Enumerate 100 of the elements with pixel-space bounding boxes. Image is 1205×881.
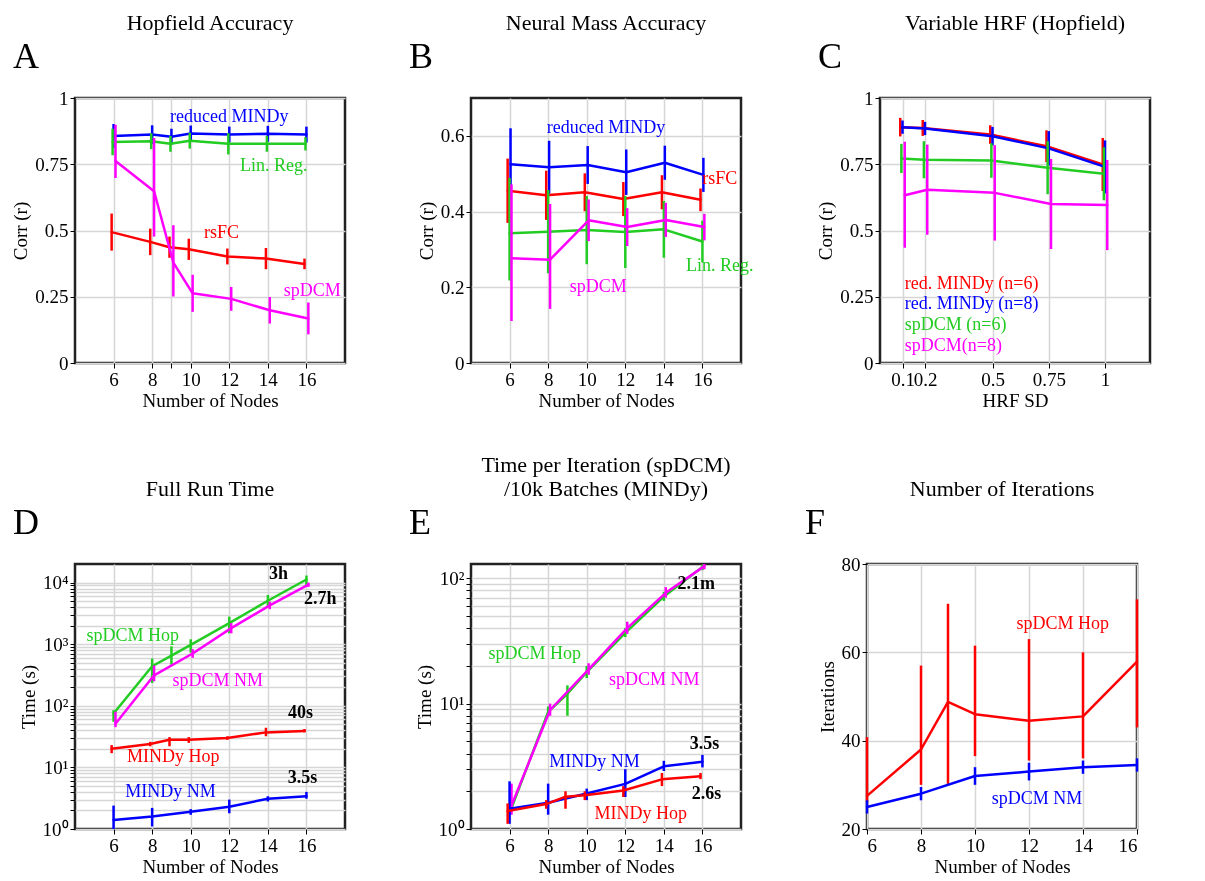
y-axis-title: Iterations xyxy=(816,661,838,733)
annotation: 2.6s xyxy=(691,783,722,804)
y-tick-label: 80 xyxy=(841,553,861,575)
x-tick-label: 8 xyxy=(147,834,158,856)
x-tick-label: 14 xyxy=(654,368,675,390)
x-tick-label: 10 xyxy=(577,368,597,390)
text: red. MINDy (n=8) xyxy=(904,293,1039,315)
y-tick-label: 0 xyxy=(59,352,69,374)
y-tick-label: 10³ xyxy=(43,633,69,655)
text: A xyxy=(13,36,39,76)
x-tick-label: 1 xyxy=(1100,368,1111,390)
y-tick-label: 0 xyxy=(455,352,465,374)
y-tick-label: 0.25 xyxy=(35,286,69,308)
y-tick-label: 10² xyxy=(439,567,465,589)
series-label: spDCM NM xyxy=(991,788,1083,809)
x-tick-label: 6 xyxy=(109,834,119,856)
x-tick-label: 14 xyxy=(654,834,675,856)
x-axis-title: Number of Nodes xyxy=(934,855,1071,877)
series-label: MINDy NM xyxy=(125,780,216,801)
x-tick-label: 12 xyxy=(1020,834,1039,856)
x-tick-label: 16 xyxy=(297,834,317,856)
x-axis-title: Number of Nodes xyxy=(142,855,279,877)
series-label: reduced MINDy xyxy=(546,117,666,138)
text: spDCM(n=8) xyxy=(904,334,1002,356)
series-label: MINDy Hop xyxy=(127,746,220,767)
y-axis-title: Corr (r) xyxy=(415,201,438,261)
annotation: 3.5s xyxy=(689,732,720,753)
x-tick-label: 8 xyxy=(916,834,927,856)
x-tick-label: 6 xyxy=(867,834,877,856)
y-tick-label: 10¹ xyxy=(43,756,69,778)
y-tick-label: 0.5 xyxy=(44,220,69,241)
y-axis-title: Time (s) xyxy=(17,664,40,730)
x-tick-label: 0.5 xyxy=(981,368,1005,390)
annotation: 2.1m xyxy=(677,573,716,594)
x-tick-label: 16 xyxy=(693,368,713,390)
y-tick-label: 10¹ xyxy=(439,693,465,715)
y-tick-label: 10² xyxy=(43,695,69,717)
text: B xyxy=(409,36,434,76)
y-tick-label: 20 xyxy=(841,818,861,840)
text: F xyxy=(805,502,826,542)
y-axis-title: Time (s) xyxy=(413,664,436,730)
series-label: spDCM NM xyxy=(172,670,263,691)
x-axis-title: Number of Nodes xyxy=(538,855,675,877)
y-tick-label: 10⁰ xyxy=(438,818,465,840)
y-tick-label: 0.6 xyxy=(440,125,465,147)
x-tick-label: 6 xyxy=(505,368,515,390)
y-axis-title: Corr (r) xyxy=(815,201,838,261)
x-axis-title: HRF SD xyxy=(982,389,1049,411)
x-tick-label: 16 xyxy=(297,368,317,390)
y-tick-label: 40 xyxy=(841,730,861,752)
x-tick-label: 10 xyxy=(181,834,201,856)
x-tick-label: 12 xyxy=(616,368,636,390)
annotation: 3h xyxy=(268,562,288,583)
series-label: spDCM NM xyxy=(608,668,700,689)
y-tick-label: 0.5 xyxy=(849,220,874,241)
series-label: spDCM xyxy=(283,280,341,301)
y-tick-label: 0.4 xyxy=(440,201,465,223)
x-tick-label: 10 xyxy=(181,368,201,390)
y-axis-title: Corr (r) xyxy=(10,201,33,261)
y-tick-label: 0.2 xyxy=(440,276,465,298)
annotation: 2.7h xyxy=(304,587,337,608)
series-label: spDCM xyxy=(569,276,627,297)
y-tick-label: 0 xyxy=(864,352,874,374)
x-tick-label: 10 xyxy=(966,834,985,856)
x-tick-label: 12 xyxy=(220,368,240,390)
y-tick-label: 1 xyxy=(59,87,69,109)
x-tick-label: 6 xyxy=(505,834,515,856)
annotation: 3.5s xyxy=(287,767,318,788)
x-axis-title: Number of Nodes xyxy=(538,389,675,411)
x-tick-label: 8 xyxy=(543,368,554,390)
x-tick-label: 12 xyxy=(220,834,240,856)
x-tick-label: 0.1 xyxy=(891,368,915,390)
y-tick-label: 1 xyxy=(864,87,874,109)
annotation: 40s xyxy=(287,701,314,722)
y-tick-label: 0.25 xyxy=(840,286,874,308)
y-tick-label: 0.75 xyxy=(840,153,874,175)
text: C xyxy=(818,36,843,76)
x-tick-label: 12 xyxy=(616,834,636,856)
text: red. MINDy (n=6) xyxy=(904,272,1039,294)
x-tick-label: 16 xyxy=(1118,834,1138,856)
x-tick-label: 14 xyxy=(258,834,279,856)
series-label: reduced MINDy xyxy=(170,105,289,126)
chart-title: Neural Mass Accuracy xyxy=(505,10,707,35)
y-tick-label: 0.75 xyxy=(35,153,69,175)
series-label: spDCM Hop xyxy=(488,642,581,663)
x-tick-label: 0.2 xyxy=(913,368,938,390)
chart-title: Variable HRF (Hopfield) xyxy=(905,10,1125,35)
series-label: Lin. Reg. xyxy=(239,154,308,175)
y-tick-label: 10⁰ xyxy=(42,818,69,840)
chart-title: Hopfield Accuracy xyxy=(126,10,294,35)
text: spDCM (n=6) xyxy=(904,313,1007,335)
chart-title: Full Run Time xyxy=(145,476,275,501)
series-label: rsFC xyxy=(204,222,240,243)
x-tick-label: 16 xyxy=(693,834,713,856)
text: spDCM Hop xyxy=(1016,613,1110,634)
x-tick-label: 8 xyxy=(543,834,554,856)
series-label: MINDy NM xyxy=(549,751,640,772)
x-tick-label: 6 xyxy=(109,368,119,390)
series-label: spDCM Hop xyxy=(86,624,180,645)
x-tick-label: 8 xyxy=(147,368,158,390)
